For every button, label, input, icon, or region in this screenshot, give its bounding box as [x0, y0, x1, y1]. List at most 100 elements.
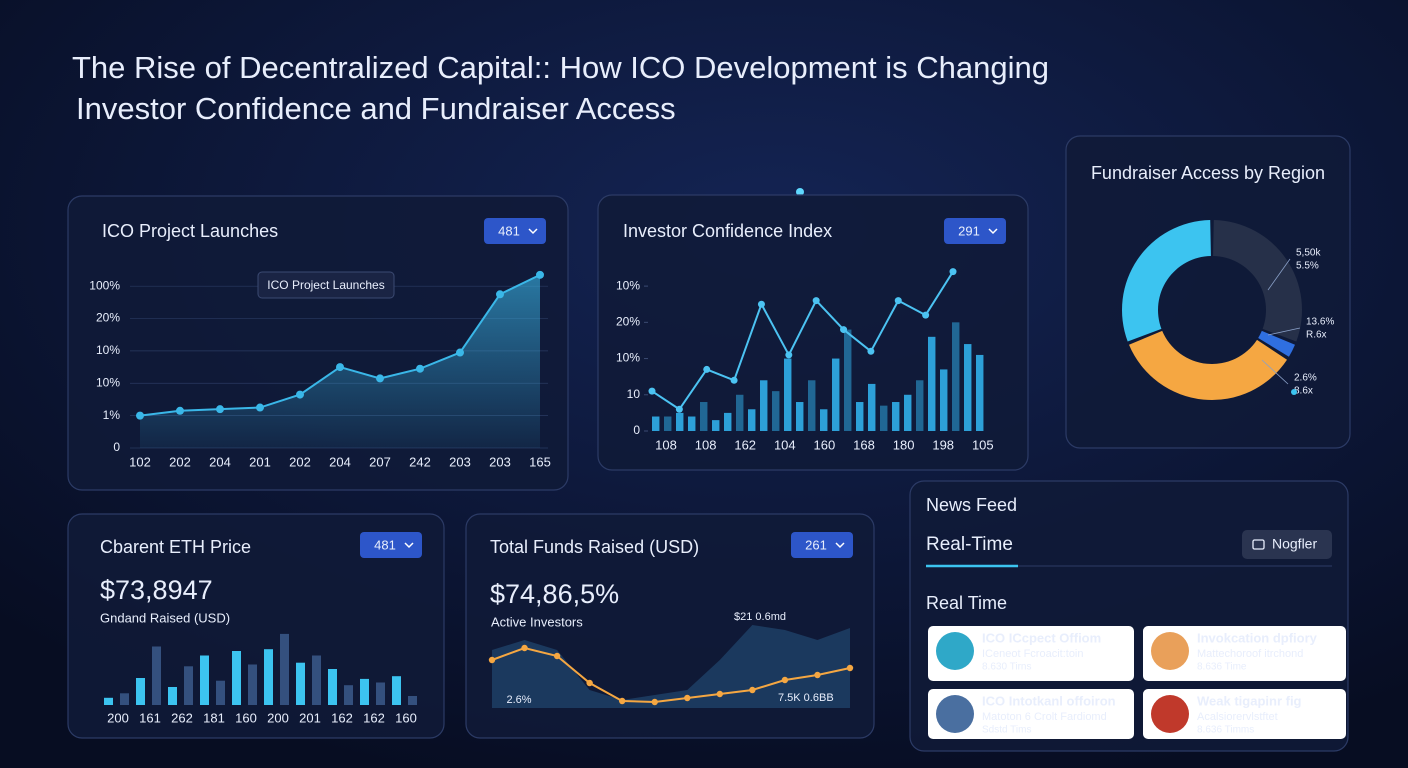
news-time: 8.636 Timms	[1197, 725, 1254, 736]
dropdown[interactable]	[484, 218, 546, 244]
annotation: 7.5K 0.6BB	[778, 692, 834, 704]
chevron	[404, 542, 414, 549]
bar	[916, 380, 924, 431]
bar	[928, 336, 936, 431]
point	[586, 679, 593, 687]
x-tick-label: 201	[299, 710, 321, 725]
bar	[772, 391, 780, 431]
news-text: ICeneot Fcroacit:toin	[982, 648, 1084, 660]
y-tick-label: 10	[627, 387, 641, 401]
x-tick-label: 200	[267, 710, 289, 725]
bar	[940, 369, 948, 431]
filter-icon	[1252, 539, 1265, 550]
bar	[748, 409, 756, 431]
news-icon	[1151, 632, 1189, 670]
x-tick-label: 108	[695, 437, 717, 452]
leader-line	[1267, 327, 1301, 336]
y-tick-label: 1%	[103, 408, 121, 422]
news-card[interactable]	[928, 626, 1134, 681]
bar	[120, 693, 129, 705]
annotation: 2.6%	[506, 694, 531, 706]
point	[536, 270, 544, 279]
bar	[856, 402, 864, 431]
x-tick-label: 160	[395, 710, 417, 725]
point	[496, 290, 504, 299]
point	[648, 387, 656, 395]
bar	[892, 402, 900, 431]
dropdown[interactable]	[944, 218, 1006, 244]
news-title: Invokcation dpfiory	[1197, 630, 1318, 645]
donut-label: 5,50k	[1296, 248, 1321, 259]
point	[216, 405, 224, 414]
bar	[344, 685, 353, 705]
x-tick-label: 180	[893, 437, 915, 452]
x-tick-label: 203	[449, 454, 471, 469]
panel-title: Fundraiser Access by Region	[1091, 163, 1325, 183]
y-tick-label: 100%	[89, 278, 120, 292]
bar	[760, 380, 768, 431]
headline: $73,8947	[100, 575, 213, 605]
bar	[964, 344, 972, 431]
bar	[248, 664, 257, 705]
donut-label: R.6x	[1306, 330, 1327, 341]
bar	[712, 420, 720, 431]
filter-button[interactable]	[1242, 530, 1332, 559]
x-tick-label: 162	[331, 710, 353, 725]
feed-tab[interactable]: Real-Time	[926, 534, 1013, 555]
news-card[interactable]	[1143, 689, 1346, 739]
bar	[408, 696, 417, 705]
bar	[784, 358, 792, 431]
panel-title: Cbarent ETH Price	[100, 537, 251, 557]
x-tick-label: 160	[235, 710, 257, 725]
news-time: 8.630 Tirns	[982, 662, 1031, 673]
x-tick-label: 105	[972, 437, 994, 452]
news-text: Mattechoroof itrchond	[1197, 648, 1303, 660]
area	[140, 274, 540, 448]
line	[651, 271, 954, 411]
point	[416, 364, 424, 373]
news-title: ICO ICcpect Offiom	[982, 630, 1101, 645]
dropdown-label: 291	[958, 223, 980, 238]
panel-title: Total Funds Raised (USD)	[490, 537, 699, 557]
dropdown[interactable]	[360, 532, 422, 558]
point	[256, 403, 264, 412]
news-text: Acalsiorervlstftet	[1197, 711, 1278, 723]
point	[840, 326, 848, 334]
point	[675, 405, 683, 413]
chevron	[988, 228, 998, 235]
point	[814, 671, 821, 679]
tooltip-label: ICO Project Launches	[267, 278, 384, 292]
bar	[844, 329, 852, 431]
panel-title: Investor Confidence Index	[623, 221, 832, 241]
x-tick-label: 104	[774, 437, 796, 452]
x-tick-label: 204	[209, 454, 231, 469]
glow-dot	[796, 188, 804, 196]
news-title: Weak tigapinr fig	[1197, 693, 1302, 708]
bar	[724, 412, 732, 431]
legend-dot	[1291, 389, 1297, 395]
x-tick-label: 162	[363, 710, 385, 725]
news-card[interactable]	[928, 689, 1134, 739]
bar	[312, 655, 321, 705]
point	[336, 363, 344, 372]
donut-label: 8.6x	[1294, 386, 1313, 397]
point	[456, 348, 464, 357]
dropdown-label: 481	[498, 223, 520, 238]
point	[136, 411, 144, 420]
bar	[976, 354, 984, 431]
feed-title: News Feed	[926, 495, 1017, 515]
bar	[280, 633, 289, 705]
point	[553, 652, 561, 660]
dropdown[interactable]	[791, 532, 853, 558]
panel-title: ICO Project Launches	[102, 221, 278, 241]
page-title: Investor Confidence and Fundraiser Acces…	[76, 91, 676, 126]
point	[785, 351, 793, 359]
point	[757, 300, 765, 308]
point	[521, 644, 528, 652]
bar	[360, 678, 369, 705]
y-tick-label: 20%	[616, 315, 640, 329]
bar	[808, 380, 816, 431]
point	[922, 311, 930, 319]
x-tick-label: 181	[203, 710, 225, 725]
news-card[interactable]	[1143, 626, 1346, 681]
